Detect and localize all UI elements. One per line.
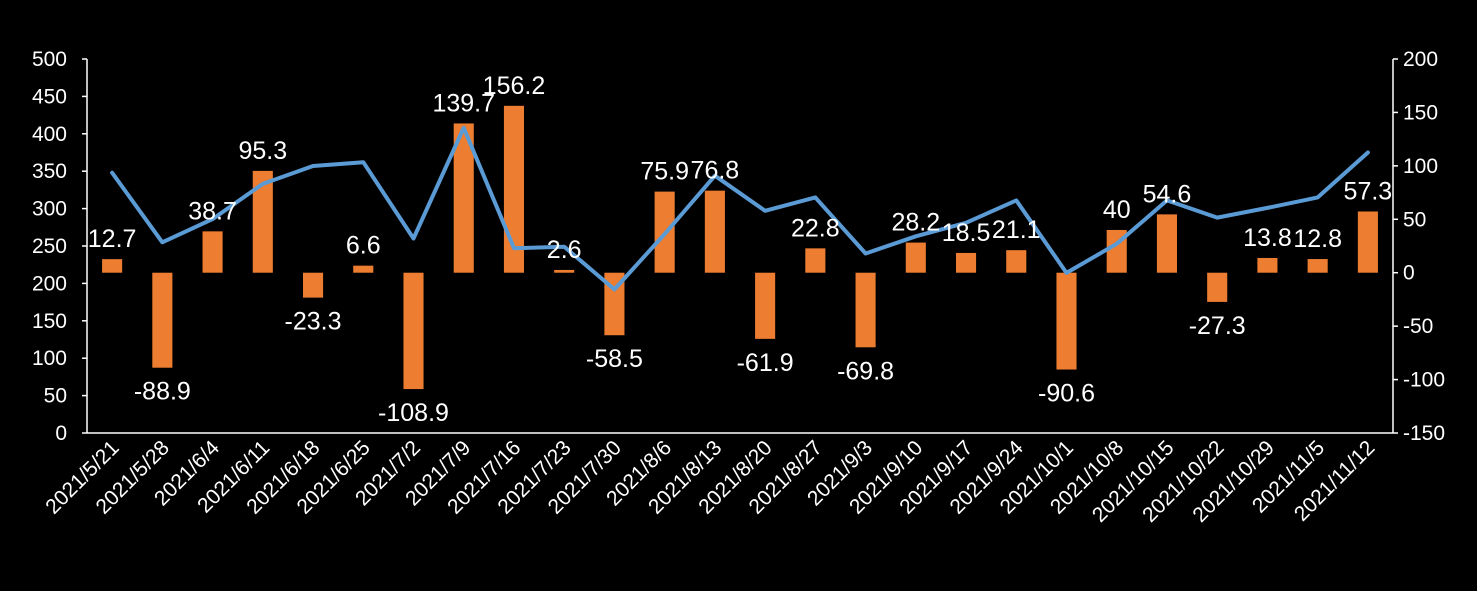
bar-data-label: 12.8 — [1293, 225, 1342, 253]
bar-data-label: 95.3 — [238, 137, 287, 165]
bar — [554, 269, 575, 273]
bar — [453, 123, 474, 273]
right-tick-label: 100 — [1403, 155, 1438, 178]
bar-data-label: 2.6 — [547, 236, 582, 264]
bar — [1257, 257, 1278, 273]
line-series — [110, 125, 1370, 292]
bar-data-label: -61.9 — [737, 349, 794, 377]
bar-data-label: 28.2 — [891, 209, 940, 237]
right-tick-label: -150 — [1403, 422, 1445, 445]
bar-data-label: 139.7 — [432, 89, 495, 117]
bar-data-label: 57.3 — [1344, 177, 1393, 205]
bar — [1156, 214, 1178, 273]
bar — [152, 272, 173, 368]
left-tick-label: 100 — [32, 347, 67, 370]
right-tick-label: 200 — [1403, 48, 1438, 71]
left-tick-label: 250 — [32, 235, 67, 258]
bar-data-label: 13.8 — [1243, 224, 1292, 252]
right-tick-label: 50 — [1403, 208, 1426, 231]
bar — [855, 272, 876, 348]
bar — [1056, 272, 1077, 370]
bar — [1357, 211, 1378, 273]
bar-data-label: -27.3 — [1189, 312, 1246, 340]
bar — [302, 272, 324, 298]
right-axis-ticks: -150 -100 -50 0 50 100 150 200 — [1393, 48, 1445, 445]
bar — [1207, 272, 1228, 302]
bar — [955, 252, 977, 273]
bar-data-label: -69.8 — [837, 357, 894, 385]
bar-data-label: 54.6 — [1143, 180, 1192, 208]
bar-data-label: 38.7 — [188, 197, 237, 225]
bar — [905, 242, 926, 273]
bar-data-label: 22.8 — [791, 214, 840, 242]
left-tick-label: 200 — [32, 272, 67, 295]
bar-data-label: -58.5 — [586, 345, 643, 373]
bar — [353, 265, 374, 273]
left-tick-label: 0 — [55, 422, 67, 445]
bar-data-label: -108.9 — [378, 399, 449, 427]
left-tick-label: 500 — [32, 48, 67, 71]
bar — [252, 170, 273, 273]
bar-data-label: 18.5 — [942, 219, 991, 247]
bar-data-label: -90.6 — [1038, 380, 1095, 408]
left-tick-label: 350 — [32, 160, 67, 183]
bar — [704, 190, 725, 273]
left-tick-label: 400 — [32, 123, 67, 146]
right-tick-label: 0 — [1403, 262, 1415, 285]
bar-data-label: 40 — [1103, 196, 1131, 224]
left-tick-label: 450 — [32, 85, 67, 108]
left-tick-label: 50 — [44, 385, 67, 408]
right-tick-label: 150 — [1403, 101, 1438, 124]
bar — [755, 272, 776, 339]
bar — [1006, 250, 1027, 273]
series-line — [110, 125, 1370, 292]
left-tick-label: 300 — [32, 198, 67, 221]
bar-data-labels: 12.7 -88.9 38.7 95.3 -23.3 6.6 -108.9 139.7156.… — [88, 72, 1392, 427]
bar-data-label: 6.6 — [346, 232, 381, 260]
bar-data-label: -23.3 — [285, 308, 342, 336]
bar — [1307, 259, 1328, 273]
bar-data-label: 21.1 — [992, 216, 1041, 244]
bar-data-label: 76.8 — [691, 157, 740, 185]
bar-data-label: 75.9 — [640, 158, 689, 186]
bar-data-label: 156.2 — [483, 72, 546, 100]
bar — [604, 272, 625, 336]
bar — [403, 272, 424, 390]
bar — [102, 259, 123, 273]
bar-data-label: 12.7 — [88, 225, 137, 253]
left-axis-ticks: 0 50 100 150 200 250 300 350 400 450 500 — [32, 48, 87, 445]
bar-data-label: -88.9 — [134, 378, 191, 406]
left-tick-label: 150 — [32, 310, 67, 333]
bar — [202, 231, 223, 273]
right-tick-label: -50 — [1403, 315, 1433, 338]
bar — [805, 248, 826, 273]
right-tick-label: -100 — [1403, 369, 1445, 392]
